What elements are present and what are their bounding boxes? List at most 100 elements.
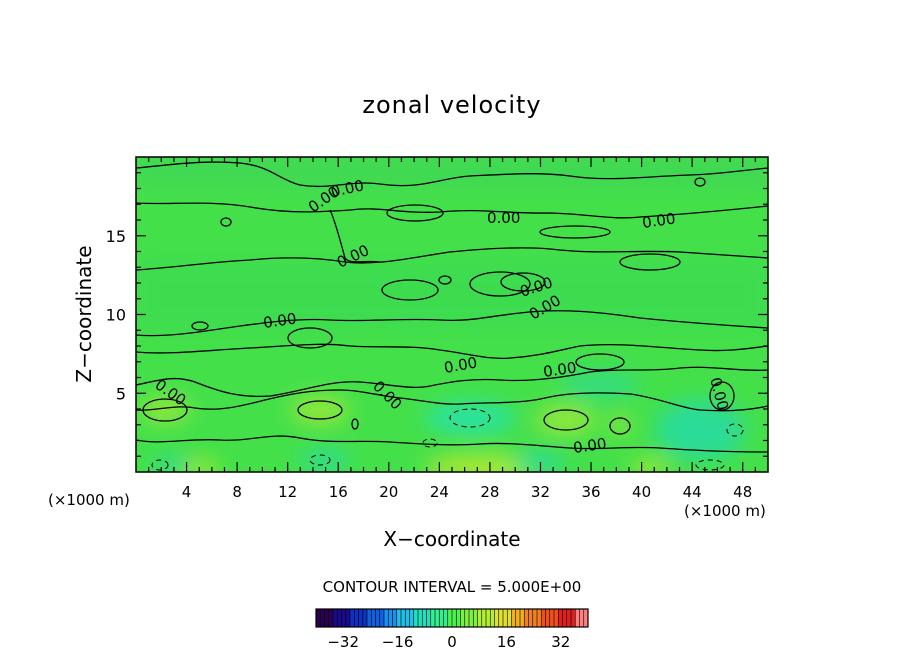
contour-loop xyxy=(539,225,611,239)
colorbar-cell xyxy=(422,609,427,627)
colorbar-cell xyxy=(498,609,504,627)
colorbar-cell xyxy=(354,609,359,627)
contour-loop xyxy=(709,381,735,411)
colorbar-cell xyxy=(375,609,381,627)
contour-loop xyxy=(609,417,631,435)
cool-blob xyxy=(152,457,188,472)
x-tick-labels: 4 8 12 16 20 24 28 32 36 40 44 48 xyxy=(182,483,752,501)
colorbar-cell xyxy=(316,609,321,627)
contour-loop xyxy=(287,327,333,349)
colorbar-cell xyxy=(515,609,521,627)
colorbar-cell xyxy=(388,609,393,627)
x-tick-label: 36 xyxy=(581,483,600,501)
colorbar-cell xyxy=(362,609,368,627)
colorbar-cell xyxy=(562,609,568,627)
mid-band xyxy=(136,260,768,330)
colorbar-cell xyxy=(507,609,512,627)
colorbar-cell xyxy=(456,609,461,627)
contour-line xyxy=(136,310,768,337)
colorbar-cell xyxy=(379,609,385,627)
x-unit-left: (×1000 m) xyxy=(48,491,130,509)
cool-blob xyxy=(300,450,350,470)
contour-loop xyxy=(619,253,681,271)
contour-line xyxy=(136,435,768,453)
colorbar-cell xyxy=(430,609,436,627)
colorbar-cell xyxy=(520,609,525,627)
contour-loop xyxy=(469,271,531,297)
colorbar-cell xyxy=(435,609,440,627)
contour-line xyxy=(136,202,768,219)
x-unit-right: (×1000 m) xyxy=(684,502,766,520)
warm-blob xyxy=(290,395,350,425)
colorbar-cell xyxy=(358,609,364,627)
contour-loop xyxy=(351,418,359,430)
contour-label: 0.00 xyxy=(443,353,479,377)
colorbar-cell xyxy=(554,609,559,627)
contour-line xyxy=(329,209,381,263)
colorbar-cell xyxy=(524,609,529,627)
contour-line xyxy=(136,161,768,188)
colorbar-cell xyxy=(571,609,576,627)
chart-title: zonal velocity xyxy=(362,91,541,119)
x-tick-label: 4 xyxy=(182,483,192,501)
colorbar-cell xyxy=(532,609,538,627)
colorbar-tick-label: 0 xyxy=(447,633,457,651)
y-tick-label: 15 xyxy=(106,227,126,246)
colorbar-cell xyxy=(443,609,449,627)
warm-blob xyxy=(630,460,670,472)
colorbar-cell xyxy=(337,609,342,627)
colorbar-cell xyxy=(490,609,495,627)
cool-blob xyxy=(655,400,745,460)
colorbar-cell xyxy=(324,609,330,627)
contour-line xyxy=(136,389,768,412)
contour-loop xyxy=(694,177,706,187)
contour-loop xyxy=(543,409,589,431)
colorbar-cell xyxy=(328,609,334,627)
colorbar-cell xyxy=(333,609,338,627)
contour-label: 0.00 xyxy=(262,309,298,331)
negative-contour xyxy=(449,408,491,428)
contour-line xyxy=(136,247,768,271)
colorbar-cell xyxy=(477,609,483,627)
plot-field: 0.00 0.00 0.00 0.00 0.00 0.00 0.00 0.00 … xyxy=(136,157,768,472)
contour-label: 0.00 xyxy=(572,434,608,456)
contour-line xyxy=(136,343,768,360)
colorbar-cell xyxy=(545,609,551,627)
colorbar-cell xyxy=(384,609,389,627)
colorbar-cell xyxy=(396,609,402,627)
colorbar-cell xyxy=(452,609,457,627)
x-tick-label: 32 xyxy=(531,483,550,501)
warm-blob xyxy=(140,396,190,424)
colorbar-cell xyxy=(405,609,410,627)
colorbar-tick-label: 16 xyxy=(497,633,516,651)
colorbar-cell xyxy=(413,609,419,627)
negative-contour xyxy=(695,459,725,471)
y-tick-label: 10 xyxy=(106,306,126,325)
x-tick-label: 28 xyxy=(480,483,499,501)
x-tick-label: 20 xyxy=(379,483,398,501)
colorbar-cell xyxy=(401,609,406,627)
colorbar-cell xyxy=(503,609,508,627)
colorbar-cell xyxy=(392,609,398,627)
colorbar-cell xyxy=(558,609,563,627)
colorbar-cell xyxy=(579,609,585,627)
colorbar-cell xyxy=(418,609,423,627)
colorbar-cell xyxy=(528,609,534,627)
colorbar-cell xyxy=(371,609,376,627)
contour-label: 0.00 xyxy=(487,209,520,227)
colorbar-cell xyxy=(511,609,517,627)
contour-loop xyxy=(297,400,343,420)
colorbar-cell xyxy=(541,609,546,627)
contour-line xyxy=(136,366,768,398)
x-axis-label: X−coordinate xyxy=(383,527,520,551)
colorbar-cell xyxy=(583,609,589,627)
colorbar-cell xyxy=(460,609,466,627)
colorbar-cell xyxy=(350,609,355,627)
colorbar-cell xyxy=(320,609,325,627)
colorbar-cell xyxy=(481,609,487,627)
contour-loop xyxy=(191,321,209,331)
x-tick-label: 48 xyxy=(733,483,752,501)
colorbar-cell xyxy=(486,609,491,627)
colorbar-cell xyxy=(575,609,580,627)
colorbar-cell xyxy=(426,609,432,627)
